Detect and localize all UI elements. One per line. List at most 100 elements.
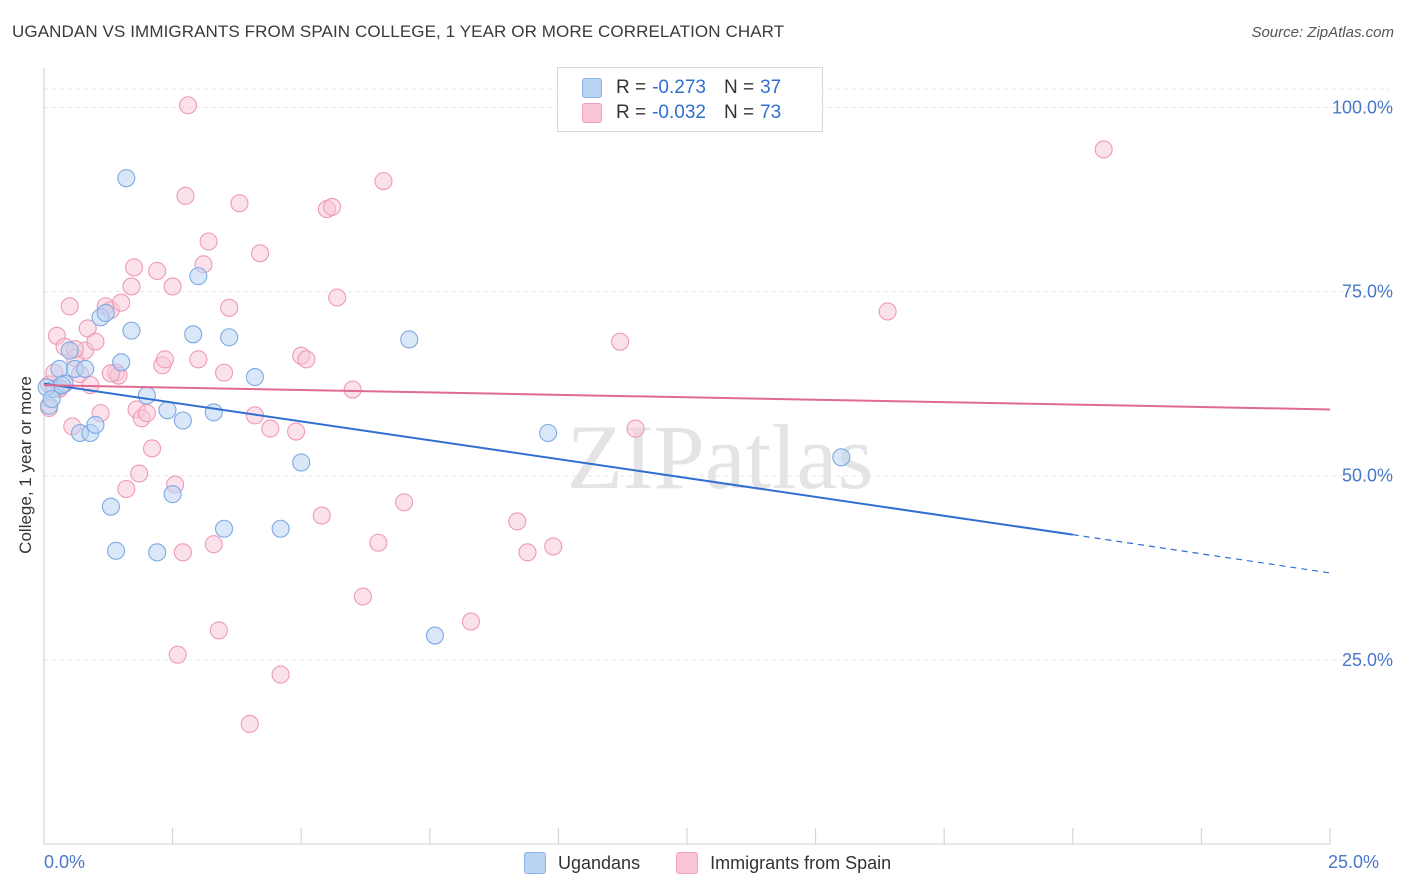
y-tick-label: 50.0%	[1342, 466, 1393, 486]
x-tick-max: 25.0%	[1328, 852, 1380, 872]
data-point	[611, 332, 630, 351]
data-point	[261, 419, 280, 438]
data-point	[245, 367, 264, 387]
data-point	[214, 363, 234, 382]
data-point	[518, 543, 537, 562]
data-point	[297, 350, 316, 369]
data-point	[176, 186, 195, 205]
axes	[43, 68, 1331, 845]
data-point	[878, 302, 897, 321]
bottom-legend-spain[interactable]: Immigrants from Spain	[676, 852, 891, 874]
bottom-legend-label: Immigrants from Spain	[710, 852, 892, 873]
data-point	[137, 404, 156, 423]
data-point	[328, 288, 347, 307]
y-tick-labels: 25.0% 50.0% 75.0% 100.0%	[1332, 97, 1393, 669]
trend-line-spain	[43, 384, 1331, 411]
data-point	[130, 464, 149, 483]
data-point	[142, 439, 162, 458]
data-point	[163, 485, 182, 504]
bottom-legend: Ugandans Immigrants from Spain	[524, 852, 927, 874]
data-point	[1094, 140, 1113, 159]
data-point	[76, 359, 95, 378]
data-point	[60, 341, 79, 360]
y-tick-label: 100.0%	[1332, 97, 1393, 117]
data-point	[209, 621, 228, 640]
data-point	[250, 244, 270, 263]
legend-swatch-blue	[582, 78, 602, 98]
y-tick-label: 25.0%	[1342, 650, 1393, 670]
data-point	[220, 298, 239, 317]
data-point	[214, 519, 234, 538]
data-point	[163, 277, 182, 296]
data-point	[400, 330, 419, 349]
trend-lines	[43, 382, 1331, 574]
data-point	[204, 403, 223, 422]
data-point	[287, 422, 306, 441]
data-point	[369, 533, 388, 552]
data-point	[106, 541, 126, 560]
legend-n-label: N =	[723, 77, 755, 98]
legend-n-value: 37	[760, 77, 782, 98]
grid-lines	[44, 88, 1390, 661]
legend-r-value: -0.273	[652, 77, 706, 98]
legend-row-ugandans: R = -0.273 N = 37	[582, 76, 787, 100]
data-point	[184, 325, 203, 344]
data-point	[544, 537, 563, 556]
legend-n-label: N =	[723, 102, 755, 123]
data-point	[155, 350, 174, 369]
legend-n-value: 73	[760, 102, 782, 123]
data-point	[312, 506, 331, 525]
data-point	[626, 419, 645, 438]
data-point	[271, 519, 290, 538]
data-point	[374, 172, 393, 191]
chart-title: UGANDAN VS IMMIGRANTS FROM SPAIN COLLEGE…	[12, 22, 785, 41]
data-point	[323, 197, 342, 216]
data-point	[137, 386, 156, 405]
bottom-legend-label: Ugandans	[558, 852, 641, 873]
data-point	[425, 626, 444, 645]
data-point	[461, 612, 481, 631]
data-point	[101, 364, 120, 383]
data-point	[86, 415, 105, 434]
y-axis-label: College, 1 year or more	[16, 376, 35, 554]
data-point	[117, 479, 136, 499]
trend-line-ugandans	[43, 382, 1073, 536]
data-point	[189, 350, 208, 369]
bottom-legend-swatch-pink	[676, 852, 699, 874]
data-point	[353, 587, 372, 606]
data-point	[148, 543, 167, 562]
data-point	[230, 194, 249, 213]
watermark: ZIPatlas	[567, 406, 874, 508]
data-point	[122, 321, 141, 340]
data-point	[189, 267, 208, 286]
data-point	[112, 293, 131, 312]
legend-r-value: -0.032	[652, 102, 706, 123]
data-point	[122, 277, 141, 296]
data-point	[112, 353, 131, 372]
legend-r-label: R =	[616, 77, 647, 98]
data-point	[292, 453, 311, 472]
data-point	[199, 232, 218, 251]
data-point	[395, 493, 414, 512]
data-point	[60, 297, 79, 316]
legend: R = -0.273 N = 37 R = -0.032 N = 73	[557, 67, 823, 132]
bottom-legend-ugandans[interactable]: Ugandans	[524, 852, 640, 874]
data-point	[96, 303, 115, 323]
data-point	[832, 448, 851, 467]
data-point	[539, 423, 558, 443]
data-point	[204, 535, 223, 554]
data-point	[124, 258, 144, 277]
x-tick-min: 0.0%	[44, 852, 86, 872]
data-point	[271, 665, 290, 684]
legend-r-label: R =	[616, 102, 647, 123]
data-point	[78, 319, 97, 338]
data-point	[178, 96, 198, 115]
data-point	[168, 645, 187, 664]
source-label: Source: ZipAtlas.com	[1251, 24, 1394, 41]
series-ugandans	[37, 169, 851, 645]
data-point	[101, 497, 120, 516]
trend-line-ugandans-extension	[1072, 534, 1331, 574]
data-point	[343, 380, 362, 399]
data-point	[508, 512, 527, 531]
